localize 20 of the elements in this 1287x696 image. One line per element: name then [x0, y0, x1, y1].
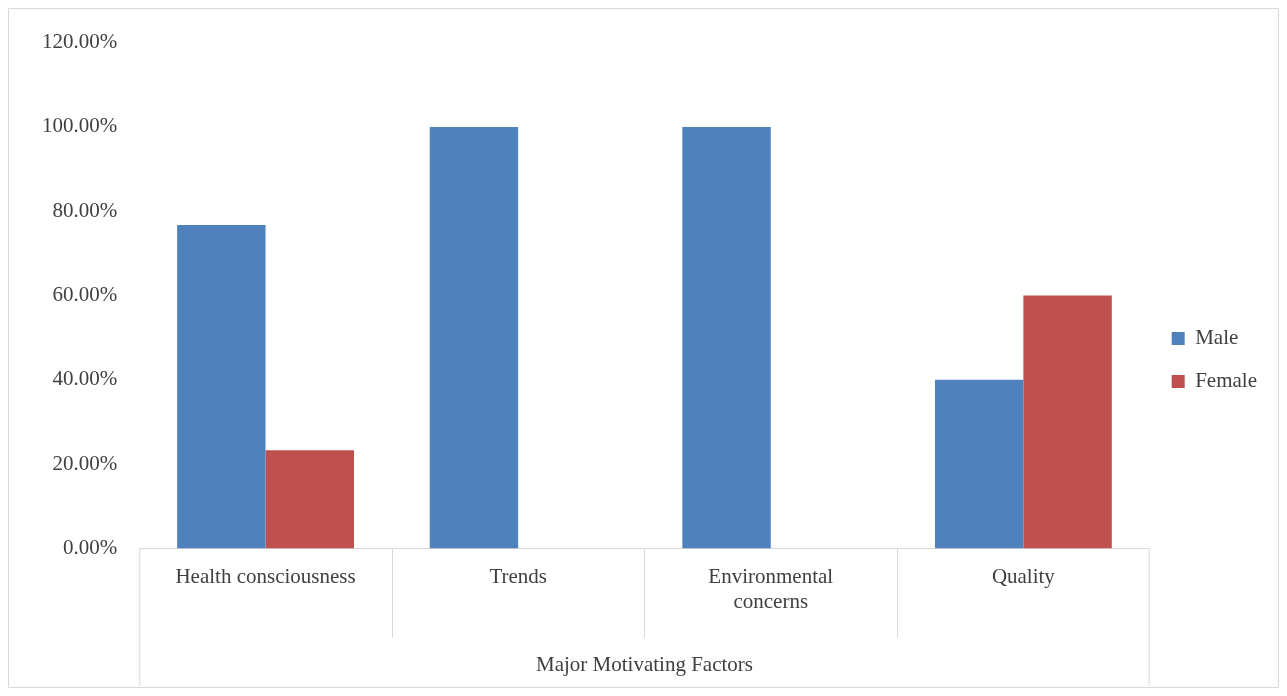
y-tick-label: 40.00% — [52, 366, 118, 391]
y-tick-label: 100.00% — [41, 113, 118, 138]
x-tick-label: Quality — [991, 563, 1056, 588]
legend-label: Male — [1195, 325, 1239, 350]
x-tick-label: Environmental concerns — [708, 563, 834, 613]
bar — [682, 126, 771, 549]
bar — [429, 126, 519, 549]
x-tick-label: Health consciousness — [175, 563, 356, 588]
bar — [934, 379, 1024, 549]
y-tick-label: 120.00% — [41, 29, 118, 54]
x-tick-label: Trends — [489, 563, 547, 588]
x-axis-title: Major Motivating Factors — [535, 651, 753, 676]
y-tick-label: 0.00% — [62, 534, 118, 559]
y-tick-label: 80.00% — [52, 197, 118, 222]
bar — [1023, 295, 1112, 549]
y-tick-label: 20.00% — [52, 450, 118, 475]
legend-label: Female — [1195, 368, 1257, 393]
bar — [177, 225, 266, 549]
y-tick-label: 60.00% — [52, 282, 118, 307]
bar — [265, 450, 354, 549]
